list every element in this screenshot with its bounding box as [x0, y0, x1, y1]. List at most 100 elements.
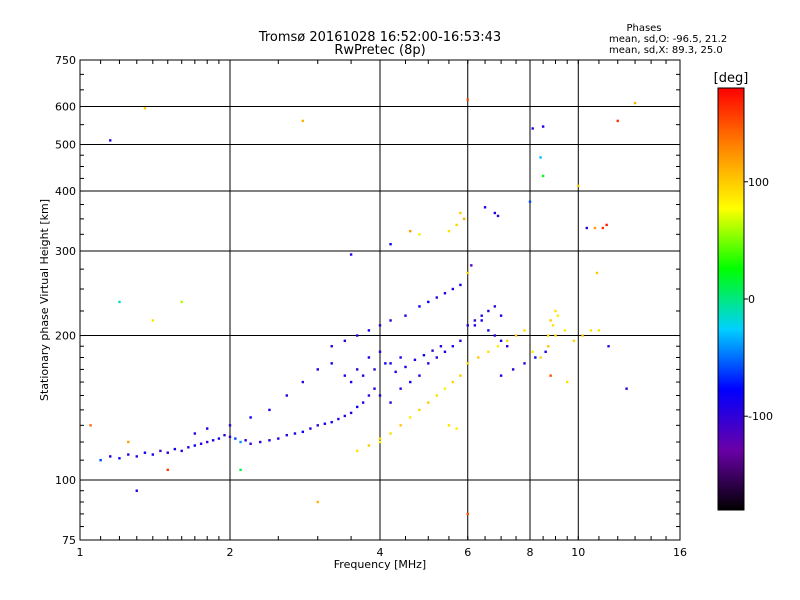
scatter-point	[118, 301, 120, 303]
scatter-point	[379, 437, 381, 439]
scatter-point	[344, 374, 346, 376]
scatter-point	[206, 427, 208, 429]
scatter-point	[455, 224, 457, 226]
scatter-point	[634, 102, 636, 104]
scatter-point	[286, 394, 288, 396]
scatter-point	[529, 201, 531, 203]
scatter-point	[547, 345, 549, 347]
scatter-point	[452, 288, 454, 290]
scatter-point	[118, 457, 120, 459]
scatter-point	[249, 416, 251, 418]
scatter-point	[368, 394, 370, 396]
scatter-point	[239, 469, 241, 471]
scatter-point	[497, 215, 499, 217]
scatter-point	[331, 345, 333, 347]
x-tick-label: 16	[673, 546, 687, 559]
scatter-point	[379, 394, 381, 396]
scatter-point	[423, 354, 425, 356]
axis-ticks: 1 2 4 6 8 10 16 75 100 200 300 400 500 600 750	[55, 54, 687, 559]
scatter-point	[268, 409, 270, 411]
scatter-point	[389, 243, 391, 245]
scatter-point	[467, 98, 469, 100]
scatter-point	[309, 427, 311, 429]
scatter-point	[373, 368, 375, 370]
scatter-point	[356, 406, 358, 408]
scatter-point	[317, 501, 319, 503]
scatter-point	[324, 423, 326, 425]
scatter-point	[427, 362, 429, 364]
scatter-point	[459, 374, 461, 376]
scatter-point	[590, 329, 592, 331]
scatter-point	[467, 362, 469, 364]
scatter-point	[200, 443, 202, 445]
scatter-point	[350, 253, 352, 255]
scatter-point	[427, 301, 429, 303]
scatter-point	[144, 107, 146, 109]
scatter-point	[552, 324, 554, 326]
scatter-point	[109, 455, 111, 457]
scatter-point	[399, 356, 401, 358]
scatter-point	[229, 424, 231, 426]
scatter-point	[566, 381, 568, 383]
scatter-point	[474, 319, 476, 321]
scatter-point	[239, 441, 241, 443]
scatter-point	[368, 356, 370, 358]
scatter-point	[277, 437, 279, 439]
x-tick-label: 10	[571, 546, 585, 559]
scatter-point	[187, 446, 189, 448]
scatter-point	[459, 284, 461, 286]
scatter-point	[436, 394, 438, 396]
scatter-point	[174, 448, 176, 450]
scatter-point	[404, 314, 406, 316]
scatter-point	[229, 436, 231, 438]
scatter-point	[249, 443, 251, 445]
x-tick-label: 6	[464, 546, 471, 559]
scatter-point	[418, 305, 420, 307]
plot-grid	[80, 60, 680, 540]
scatter-point	[523, 329, 525, 331]
phases-heading: Phases	[626, 23, 661, 34]
scatter-point	[379, 324, 381, 326]
scatter-point	[194, 432, 196, 434]
scatter-point	[368, 329, 370, 331]
scatter-point	[497, 345, 499, 347]
scatter-point	[531, 127, 533, 129]
scatter-point	[459, 212, 461, 214]
scatter-point	[244, 439, 246, 441]
scatter-point	[89, 424, 91, 426]
scatter-point	[487, 351, 489, 353]
scatter-point	[317, 368, 319, 370]
scatter-point	[500, 314, 502, 316]
scatter-point	[500, 340, 502, 342]
scatter-point	[506, 340, 508, 342]
scatter-point	[418, 233, 420, 235]
scatter-point	[136, 490, 138, 492]
scatter-point	[440, 345, 442, 347]
scatter-point	[539, 156, 541, 158]
scatter-point	[554, 334, 556, 336]
scatter-point	[598, 329, 600, 331]
scatter-point	[455, 427, 457, 429]
scatter-point	[477, 356, 479, 358]
scatter-point	[368, 444, 370, 446]
scatter-point	[181, 301, 183, 303]
scatter-point	[581, 334, 583, 336]
y-tick-label: 100	[55, 474, 76, 487]
scatter-point	[389, 432, 391, 434]
scatter-point	[436, 356, 438, 358]
scatter-point	[379, 351, 381, 353]
scatter-point	[515, 334, 517, 336]
scatter-point	[512, 368, 514, 370]
scatter-point	[294, 432, 296, 434]
scatter-point	[474, 324, 476, 326]
phases-o-stats: mean, sd,O: -96.5, 21.2	[609, 34, 727, 45]
scatter-point	[418, 374, 420, 376]
scatter-point	[127, 441, 129, 443]
scatter-point	[544, 351, 546, 353]
scatter-point	[302, 381, 304, 383]
scatter-point	[399, 424, 401, 426]
y-tick-label: 300	[55, 245, 76, 258]
colorbar-tick-label: -100	[748, 410, 773, 423]
scatter-point	[448, 230, 450, 232]
